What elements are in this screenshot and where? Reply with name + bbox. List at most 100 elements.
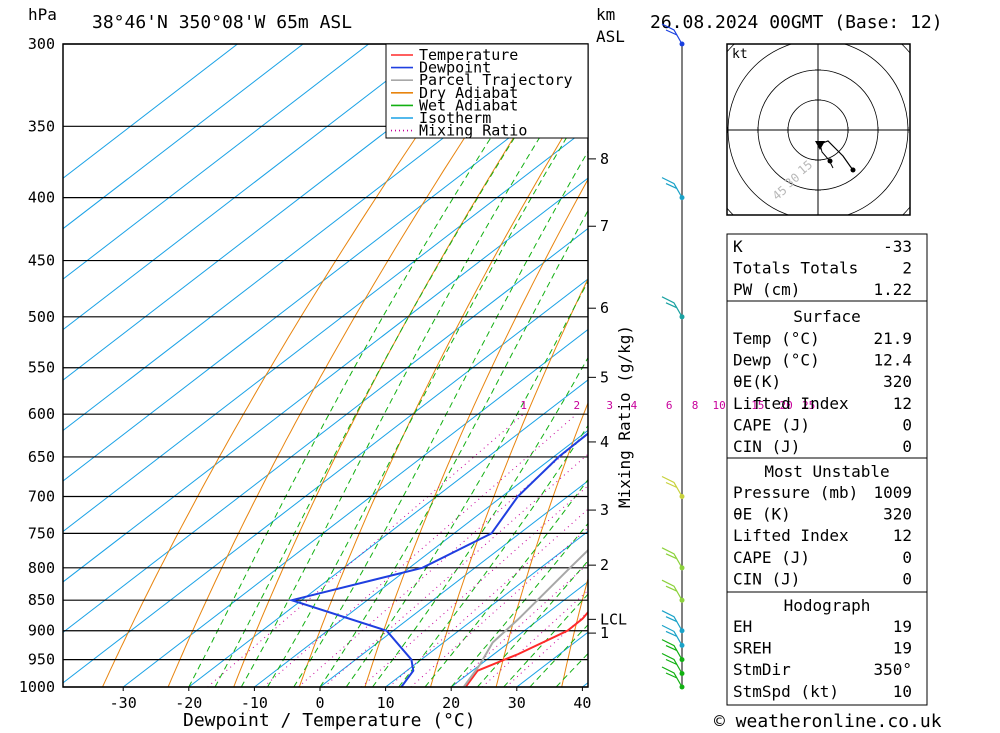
index-value: 0 <box>902 415 912 434</box>
wind-level-dot <box>679 314 685 320</box>
height-tick-label: 1 <box>600 624 609 642</box>
dewpoint-line <box>288 432 588 687</box>
height-tick-label: 6 <box>600 299 609 317</box>
legend-label-parcel: Parcel Trajectory <box>419 71 573 89</box>
hodograph-marker <box>815 141 825 150</box>
wet-adiabat-line <box>424 478 588 687</box>
mixing-ratio-labels: 1 2 3 4 6 8 10 15 20 25 <box>520 399 815 412</box>
indices-table: K -33 Totals Totals 2 PW (cm) 1.22 Surface Temp… <box>726 233 928 706</box>
pressure-tick-label: 950 <box>28 651 55 669</box>
index-label: θE (K) <box>733 505 791 524</box>
wind-barb-feather <box>665 481 678 489</box>
wind-barb-feather <box>665 630 678 637</box>
wind-barb <box>661 475 683 497</box>
height-tick-label: 8 <box>600 150 609 168</box>
hodograph-storm-motion <box>827 158 833 164</box>
index-label: StmSpd (kt) <box>733 682 839 701</box>
index-label: Temp (°C) <box>733 329 820 348</box>
dry-adiabat-line <box>102 44 481 687</box>
wind-profile <box>661 23 685 690</box>
index-label: PW (cm) <box>733 280 800 299</box>
isotherm-line <box>63 44 370 280</box>
temperature-tick-label: -30 <box>110 694 137 712</box>
index-label: CIN (J) <box>733 437 800 456</box>
index-value: 1009 <box>873 483 912 502</box>
pressure-tick-label: 900 <box>28 622 55 640</box>
wind-level-dot <box>679 597 685 603</box>
mixing-ratio-label: 15 <box>751 399 764 412</box>
km-unit-label: km <box>596 5 615 24</box>
wet-adiabat-line <box>450 522 588 687</box>
index-value: 12 <box>893 394 912 413</box>
isotherm-line <box>63 177 588 583</box>
index-value: 320 <box>883 505 912 524</box>
mixing-ratio-label: 25 <box>802 399 815 412</box>
index-value: 0 <box>902 548 912 567</box>
pressure-axis: 300 350 400 450 500 550 600 650 700 750 800 850 900 9… <box>19 35 55 696</box>
height-tick-label: 3 <box>600 501 609 519</box>
wind-barb-feather <box>665 183 678 190</box>
date-title: 26.08.2024 00GMT (Base: 12) <box>650 12 943 33</box>
temperature-tick-label: 0 <box>315 694 324 712</box>
temperature-line <box>464 610 588 687</box>
wind-barb <box>661 547 683 569</box>
mixing-ratio-label: 3 <box>606 399 613 412</box>
wind-barb-feather <box>665 302 678 309</box>
height-tick-label: 2 <box>600 556 609 574</box>
legend-label-temperature: Temperature <box>419 46 518 64</box>
temperature-tick-label: 20 <box>442 694 460 712</box>
index-value: -33 <box>883 237 912 256</box>
index-label: Dewp (°C) <box>733 351 820 370</box>
index-label: Lifted Index <box>733 394 849 413</box>
wind-barb-feather <box>665 616 678 623</box>
wet-adiabat-line <box>240 59 588 687</box>
hodograph-point <box>850 167 856 173</box>
index-value: 0 <box>902 569 912 588</box>
pressure-tick-label: 550 <box>28 359 55 377</box>
wind-barb-feather <box>665 585 678 592</box>
isotherm-line <box>384 530 588 687</box>
isotherm-line <box>188 379 588 687</box>
wind-barb <box>661 23 683 45</box>
wind-barb-feather <box>665 672 678 679</box>
wind-barb-shaft <box>661 296 683 318</box>
mixing-ratio-line <box>263 413 577 687</box>
pressure-isobars <box>63 43 588 688</box>
index-label: K <box>733 237 743 256</box>
temperature-tick-label: -20 <box>175 694 202 712</box>
dry-adiabat-line <box>495 401 588 687</box>
temperature-tick-label: 40 <box>573 694 591 712</box>
pressure-tick-label: 700 <box>28 488 55 506</box>
location-title: 38°46'N 350°08'W 65m ASL <box>92 12 352 33</box>
wind-level-dot <box>679 195 685 201</box>
index-label: CAPE (J) <box>733 415 810 434</box>
wind-barb-feather <box>665 29 678 36</box>
wind-barb-shaft <box>661 547 683 569</box>
dry-adiabat-line <box>167 44 528 687</box>
wind-barb-feather <box>665 645 678 652</box>
index-value: 19 <box>893 617 912 636</box>
isotherm-line <box>319 480 588 687</box>
pressure-tick-label: 650 <box>28 448 55 466</box>
index-label: SREH <box>733 639 772 658</box>
plot-frame <box>62 43 589 688</box>
isotherm-line <box>450 581 588 687</box>
wind-barb-shaft <box>661 610 683 631</box>
index-value: 0 <box>902 437 912 456</box>
index-value: 350° <box>873 660 912 679</box>
index-label: θE(K) <box>733 372 781 391</box>
wind-barb <box>661 652 683 674</box>
wind-barb-shaft <box>661 177 683 198</box>
height-tick-label: LCL <box>600 610 627 628</box>
hodograph-section-title: Hodograph <box>784 596 871 615</box>
isotherm-line <box>253 429 588 687</box>
sounding-series <box>288 432 588 687</box>
hodograph-trace <box>819 140 854 171</box>
wet-adiabat-line <box>267 101 588 687</box>
mixing-ratio-label: 1 <box>520 399 527 412</box>
pressure-tick-label: 800 <box>28 559 55 577</box>
mixing-ratio-label: 4 <box>631 399 638 412</box>
